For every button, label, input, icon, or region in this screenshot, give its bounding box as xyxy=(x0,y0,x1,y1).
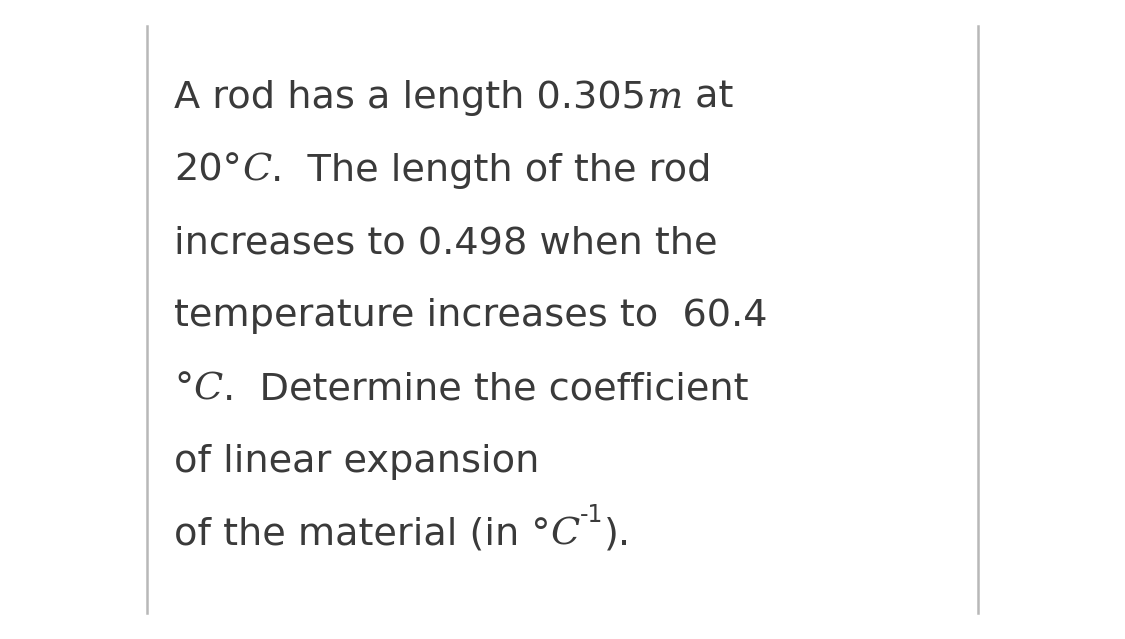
Text: increases to 0.498 when the: increases to 0.498 when the xyxy=(174,226,718,261)
Text: .  Determine the coefficient: . Determine the coefficient xyxy=(223,371,748,407)
Text: °: ° xyxy=(174,371,194,407)
Text: .  The length of the rod: . The length of the rod xyxy=(271,153,712,189)
Text: at: at xyxy=(683,80,734,116)
Text: -1: -1 xyxy=(580,503,603,527)
Text: C: C xyxy=(193,371,223,407)
Text: 20°: 20° xyxy=(174,153,242,189)
Text: A rod has a length 0.305: A rod has a length 0.305 xyxy=(174,80,647,116)
Text: C: C xyxy=(551,517,580,553)
Text: C: C xyxy=(242,153,271,189)
Text: m: m xyxy=(647,80,683,116)
Text: of the material (in °: of the material (in ° xyxy=(174,517,551,553)
Text: temperature increases to  60.4: temperature increases to 60.4 xyxy=(174,298,768,334)
Text: of linear expansion: of linear expansion xyxy=(174,444,540,480)
Text: ).: ). xyxy=(603,517,631,553)
